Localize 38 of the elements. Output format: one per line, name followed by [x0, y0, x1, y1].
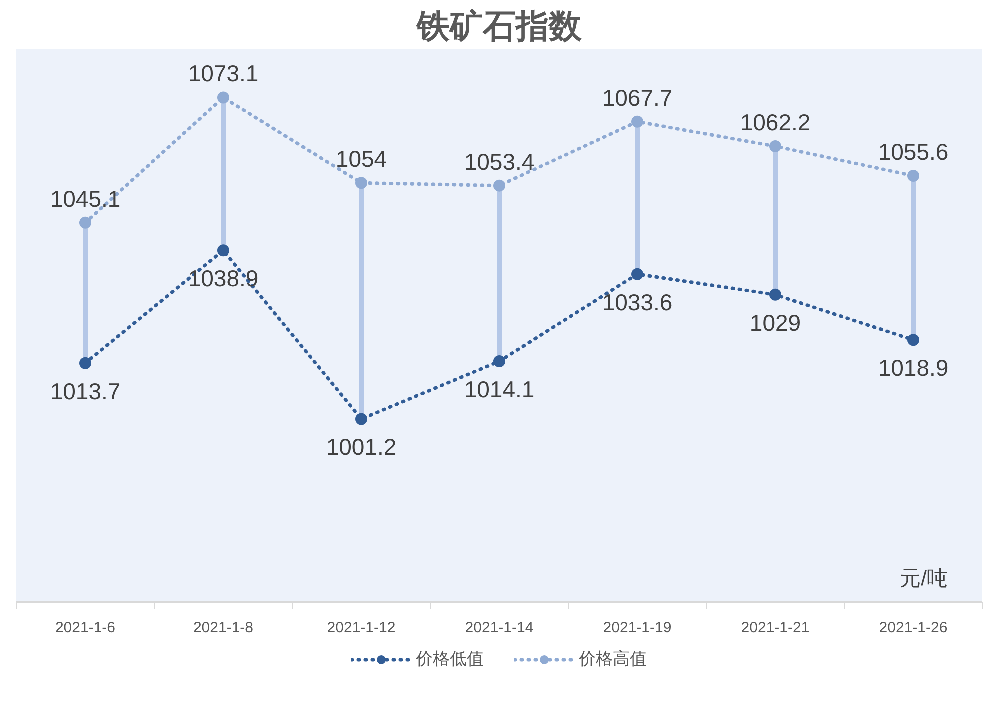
x-tick-label: 2021-1-19	[603, 620, 672, 636]
data-label: 1033.6	[602, 289, 673, 316]
chart-title: 铁矿石指数	[415, 8, 583, 44]
point	[908, 170, 920, 182]
data-label: 1014.1	[464, 376, 535, 403]
x-tick-label: 2021-1-26	[879, 620, 948, 636]
data-label: 1045.1	[50, 186, 121, 212]
point	[632, 268, 644, 280]
x-tick-label: 2021-1-21	[741, 620, 810, 636]
legend-label: 价格低值	[416, 648, 484, 670]
x-tick-label: 2021-1-12	[327, 620, 396, 636]
point	[494, 356, 506, 368]
data-label: 1067.7	[602, 84, 673, 111]
point	[632, 116, 644, 128]
point	[80, 216, 92, 229]
x-tick-label: 2021-1-8	[193, 620, 254, 636]
point	[356, 413, 368, 426]
point	[218, 244, 230, 257]
text: 元/吨	[900, 568, 948, 590]
point	[80, 357, 92, 370]
data-label: 1062.2	[740, 109, 811, 136]
point	[770, 288, 782, 301]
data-label: 1013.7	[50, 378, 121, 404]
x-tick-label: 2021-1-14	[465, 620, 534, 636]
point	[356, 177, 368, 190]
data-label: 1055.6	[878, 138, 949, 165]
data-label: 1018.9	[878, 355, 949, 382]
point	[770, 140, 782, 152]
x-tick-label: 2021-1-6	[55, 620, 116, 636]
data-label: 1029	[750, 310, 802, 336]
data-label: 1073.1	[188, 60, 259, 87]
point	[494, 180, 506, 192]
data-label: 1053.4	[464, 148, 535, 175]
data-label: 1001.2	[326, 434, 397, 460]
point	[218, 92, 230, 104]
data-label: 1054	[336, 146, 388, 172]
legend-label: 价格高值	[579, 648, 647, 670]
point	[908, 334, 920, 346]
